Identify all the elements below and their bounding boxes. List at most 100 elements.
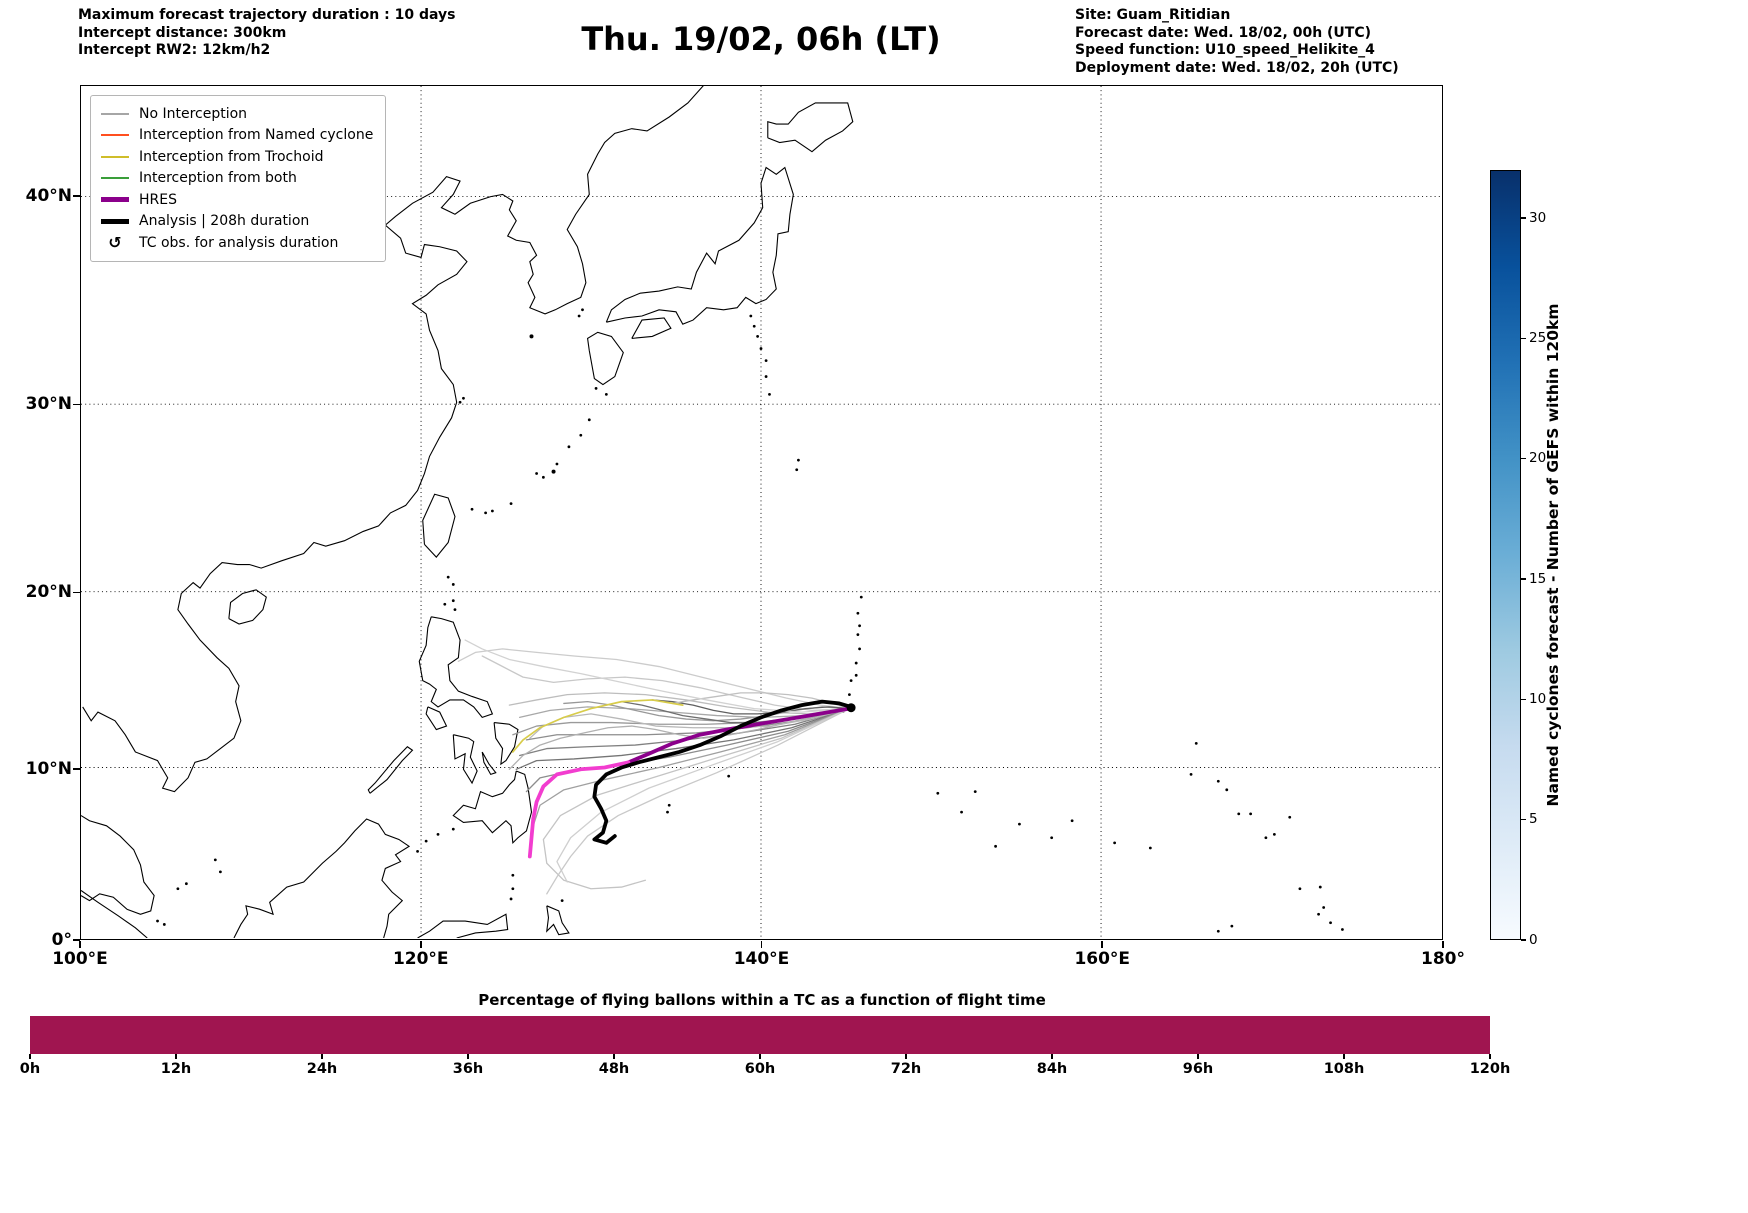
legend-item-tc-obs: ↺ TC obs. for analysis duration	[101, 232, 373, 254]
island-dot	[511, 873, 515, 877]
island-dot	[1317, 912, 1320, 916]
island-dot	[509, 502, 513, 506]
colorbar-tick-mark	[1521, 939, 1526, 941]
island-dot	[759, 347, 763, 350]
trochoid-line-swatch	[101, 155, 129, 158]
coastline	[425, 706, 448, 731]
island-dot	[451, 583, 455, 586]
colorbar-tick-mark	[1521, 578, 1526, 580]
y-tick-mark	[73, 195, 80, 197]
island-dot	[764, 359, 768, 363]
island-dot	[666, 810, 669, 814]
legend-label: HRES	[139, 191, 177, 208]
track-no-interception	[457, 648, 851, 710]
island-dot	[218, 870, 222, 874]
island-dot	[462, 396, 465, 400]
island-dot	[797, 458, 800, 462]
island-dot	[1237, 812, 1241, 816]
speed-function-text: Speed function: U10_speed_Helikite_4	[1075, 42, 1375, 58]
island-dot	[1329, 921, 1332, 925]
island-dot	[484, 511, 488, 515]
island-dot	[1216, 779, 1220, 783]
y-tick-label: 20°N	[25, 582, 72, 603]
coastline	[418, 616, 494, 719]
named-cyclone-line-swatch	[101, 134, 129, 137]
flight-time-tick-label: 72h	[890, 1061, 922, 1077]
island-dot	[859, 595, 863, 599]
track-no-interception	[542, 707, 851, 890]
coastline	[81, 890, 148, 938]
legend-item-hres: HRES	[101, 189, 373, 211]
island-dot	[1322, 906, 1326, 909]
colorbar-tick-mark	[1521, 818, 1526, 821]
header-right-block: Site: Guam_Ritidian Forecast date: Wed. …	[1075, 7, 1399, 77]
track-no-interception	[518, 707, 851, 757]
legend-item-no-interception: No Interception	[101, 103, 373, 125]
y-tick-label: 0°	[51, 930, 72, 950]
legend-label: No Interception	[139, 105, 248, 122]
x-tick-mark	[1442, 941, 1444, 948]
island-dot	[854, 673, 858, 677]
island-dot	[849, 679, 853, 683]
track-trochoid	[511, 699, 684, 753]
flight-time-tick-mark	[759, 1054, 761, 1059]
island-dot	[567, 445, 571, 449]
island-dot	[604, 393, 608, 396]
flight-time-tick-mark	[613, 1054, 615, 1059]
island-dot	[960, 810, 963, 814]
island-dot	[579, 433, 583, 437]
coastline	[233, 818, 411, 938]
flight-time-tick-label: 96h	[1182, 1061, 1214, 1077]
island-dot	[184, 882, 188, 886]
flight-time-tick-mark	[1051, 1054, 1053, 1059]
deployment-date-text: Deployment date: Wed. 18/02, 20h (UTC)	[1075, 59, 1399, 76]
hres-line-swatch	[101, 197, 129, 203]
colorbar-tick-mark	[1521, 458, 1526, 460]
island-dot	[994, 844, 997, 848]
track-no-interception	[532, 707, 851, 827]
island-dot	[856, 611, 860, 615]
island-dot	[858, 624, 861, 628]
y-tick-mark	[73, 591, 80, 594]
coastline	[481, 751, 497, 776]
island-dot	[453, 608, 457, 612]
legend-item-both: Interception from both	[101, 168, 373, 190]
x-tick-label: 180°	[1421, 949, 1465, 969]
flight-time-bar-chart	[30, 1016, 1490, 1054]
flight-time-tick-mark	[321, 1054, 323, 1059]
island-dot	[1018, 822, 1021, 826]
island-dot	[424, 839, 428, 843]
coastline	[452, 770, 533, 845]
island-dot	[856, 633, 860, 637]
colorbar-label: Named cyclones forecast - Number of GEFS…	[1544, 303, 1562, 807]
colorbar-tick-mark	[1521, 217, 1526, 219]
legend-item-named-cyclone: Interception from Named cyclone	[101, 125, 373, 147]
island-dot	[451, 599, 455, 603]
y-tick-label: 40°N	[25, 186, 72, 206]
island-dot	[577, 314, 581, 318]
flight-time-tick-label: 48h	[598, 1061, 630, 1077]
colorbar-tick-label: 5	[1529, 811, 1538, 828]
x-tick-mark	[419, 941, 422, 948]
island-dot	[555, 462, 559, 466]
island-dot	[764, 375, 768, 378]
flight-time-tick-label: 0h	[19, 1061, 41, 1077]
colorbar-tick-label: 15	[1529, 570, 1547, 587]
flight-time-tick-label: 24h	[306, 1061, 338, 1077]
forecast-date-text: Forecast date: Wed. 18/02, 00h (UTC)	[1075, 24, 1372, 41]
island-dot	[768, 393, 771, 396]
coastline	[422, 493, 456, 558]
x-tick-mark	[79, 941, 81, 948]
intercept-rw2-text: Intercept RW2: 12km/h2	[78, 42, 271, 58]
flight-time-tick-mark	[29, 1054, 31, 1059]
island-dot	[752, 324, 756, 328]
island-dot	[594, 387, 598, 390]
flight-time-tick-mark	[1489, 1054, 1491, 1059]
island-dot	[509, 897, 513, 901]
island-dot	[848, 693, 851, 697]
island-dot	[1194, 741, 1198, 745]
x-tick-label: 160°E	[1074, 949, 1131, 969]
island-dot	[587, 418, 591, 422]
colorbar-tick-mark	[1521, 337, 1526, 340]
flight-time-tick-label: 12h	[160, 1061, 192, 1077]
